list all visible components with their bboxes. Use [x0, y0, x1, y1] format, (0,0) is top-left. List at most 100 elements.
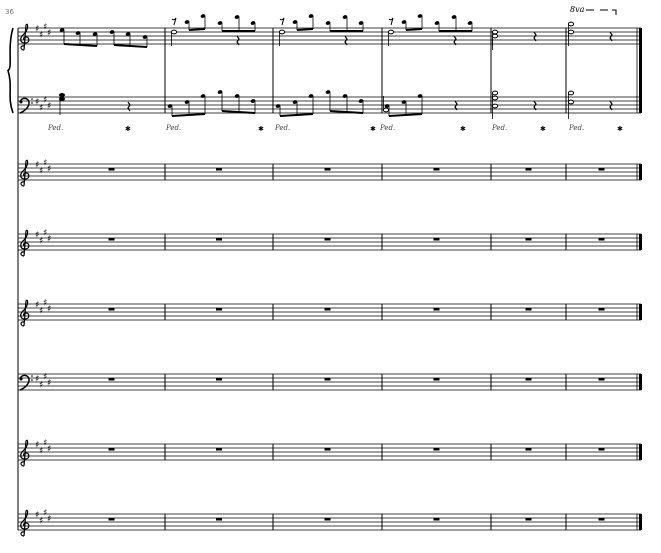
- treble-clef-icon: [20, 509, 30, 537]
- quarter-rest: [609, 100, 613, 111]
- bass-clef-dot: [19, 377, 23, 381]
- pedal-marking: Ped.: [568, 124, 584, 132]
- beam: [405, 28, 423, 31]
- beam: [329, 110, 364, 114]
- half-note-head: [278, 29, 286, 35]
- sharp-icon: ♯: [47, 165, 51, 175]
- pedal-marking: Ped.: [379, 124, 395, 132]
- sharp-icon: ♯: [47, 102, 51, 112]
- note-head: [308, 94, 314, 98]
- whole-rest: [108, 168, 115, 171]
- pedal-marking: Ped.: [274, 124, 290, 132]
- note-head: [200, 14, 206, 18]
- half-note-head: [387, 29, 395, 35]
- whole-rest: [108, 448, 115, 451]
- whole-rest: [598, 448, 605, 451]
- final-barline-thick: [639, 234, 642, 250]
- whole-rest: [598, 378, 605, 381]
- note-head: [184, 20, 190, 24]
- pedal-marking: Ped.: [491, 124, 507, 132]
- note-head: [467, 21, 473, 25]
- sharp-icon: ♯: [43, 439, 47, 449]
- note-head: [184, 100, 190, 104]
- ottava-marking: 8va: [570, 5, 585, 14]
- eighth-rest: [171, 17, 177, 26]
- whole-rest: [216, 448, 222, 451]
- sharp-icon: ♯: [35, 441, 39, 451]
- sharp-icon: ♯: [35, 231, 39, 241]
- half-note-head: [567, 90, 575, 96]
- sharp-icon: ♯: [35, 25, 39, 35]
- note-head: [401, 100, 407, 104]
- note-head: [325, 90, 331, 94]
- half-note-head: [382, 107, 390, 113]
- bass-clef-icon: [19, 374, 30, 391]
- beam: [188, 28, 206, 31]
- bass-clef-icon: [19, 97, 30, 114]
- sharp-icon: ♯: [43, 299, 47, 309]
- whole-rest: [525, 448, 532, 451]
- pedal-release-icon: ✱: [617, 125, 623, 133]
- sharp-icon: ♯: [39, 104, 43, 114]
- note-head: [325, 21, 331, 25]
- final-barline-thick: [639, 514, 642, 530]
- note-head: [292, 20, 298, 24]
- beam: [63, 43, 98, 47]
- whole-rest: [216, 168, 222, 171]
- whole-rest: [324, 378, 331, 381]
- pedal-marking: Ped.: [165, 124, 181, 132]
- beam: [388, 113, 423, 117]
- sharp-icon: ♯: [39, 167, 43, 177]
- quarter-rest: [127, 101, 131, 112]
- whole-rest: [525, 378, 532, 381]
- whole-rest: [598, 518, 605, 521]
- half-note-head: [170, 29, 178, 35]
- whole-rest: [108, 308, 115, 311]
- half-note-head: [567, 99, 575, 105]
- pedal-release-icon: ✱: [370, 125, 376, 133]
- sharp-icon: ♯: [43, 509, 47, 519]
- whole-rest: [216, 518, 222, 521]
- note-head: [59, 28, 65, 32]
- measure-number: 36: [5, 8, 14, 16]
- beam: [296, 28, 314, 31]
- whole-rest: [433, 448, 440, 451]
- note-head: [342, 15, 348, 19]
- eighth-rest: [388, 17, 394, 26]
- sharp-icon: ♯: [47, 515, 51, 525]
- note-head: [234, 94, 240, 98]
- bass-clef-dot: [19, 100, 23, 104]
- note-head: [358, 21, 364, 25]
- note-head: [401, 20, 407, 24]
- half-note-head: [567, 29, 575, 35]
- sharp-icon: ♯: [35, 301, 39, 311]
- whole-rest: [216, 238, 222, 241]
- note-head: [358, 99, 364, 103]
- treble-clef-icon: [20, 299, 30, 327]
- note-head: [250, 99, 256, 103]
- bass-clef-dot: [31, 98, 33, 100]
- whole-rest: [525, 238, 532, 241]
- whole-rest: [108, 518, 115, 521]
- whole-rest: [433, 518, 440, 521]
- sharp-icon: ♯: [35, 98, 39, 108]
- whole-rest: [433, 168, 440, 171]
- sharp-icon: ♯: [35, 511, 39, 521]
- bass-clef-dot: [31, 102, 33, 104]
- final-barline-thick: [639, 444, 642, 460]
- whole-rest: [324, 448, 331, 451]
- quarter-rest: [236, 35, 240, 46]
- whole-rest: [108, 378, 115, 381]
- whole-rest: [216, 378, 222, 381]
- beam: [113, 44, 148, 48]
- note-head: [275, 104, 281, 108]
- final-barline-thick: [639, 374, 642, 390]
- quarter-rest: [453, 35, 457, 46]
- whole-rest: [433, 378, 440, 381]
- piano-brace: [7, 27, 14, 114]
- note-head: [250, 21, 256, 25]
- note-head: [451, 15, 457, 19]
- sharp-icon: ♯: [43, 23, 47, 33]
- chord-note: [59, 97, 65, 101]
